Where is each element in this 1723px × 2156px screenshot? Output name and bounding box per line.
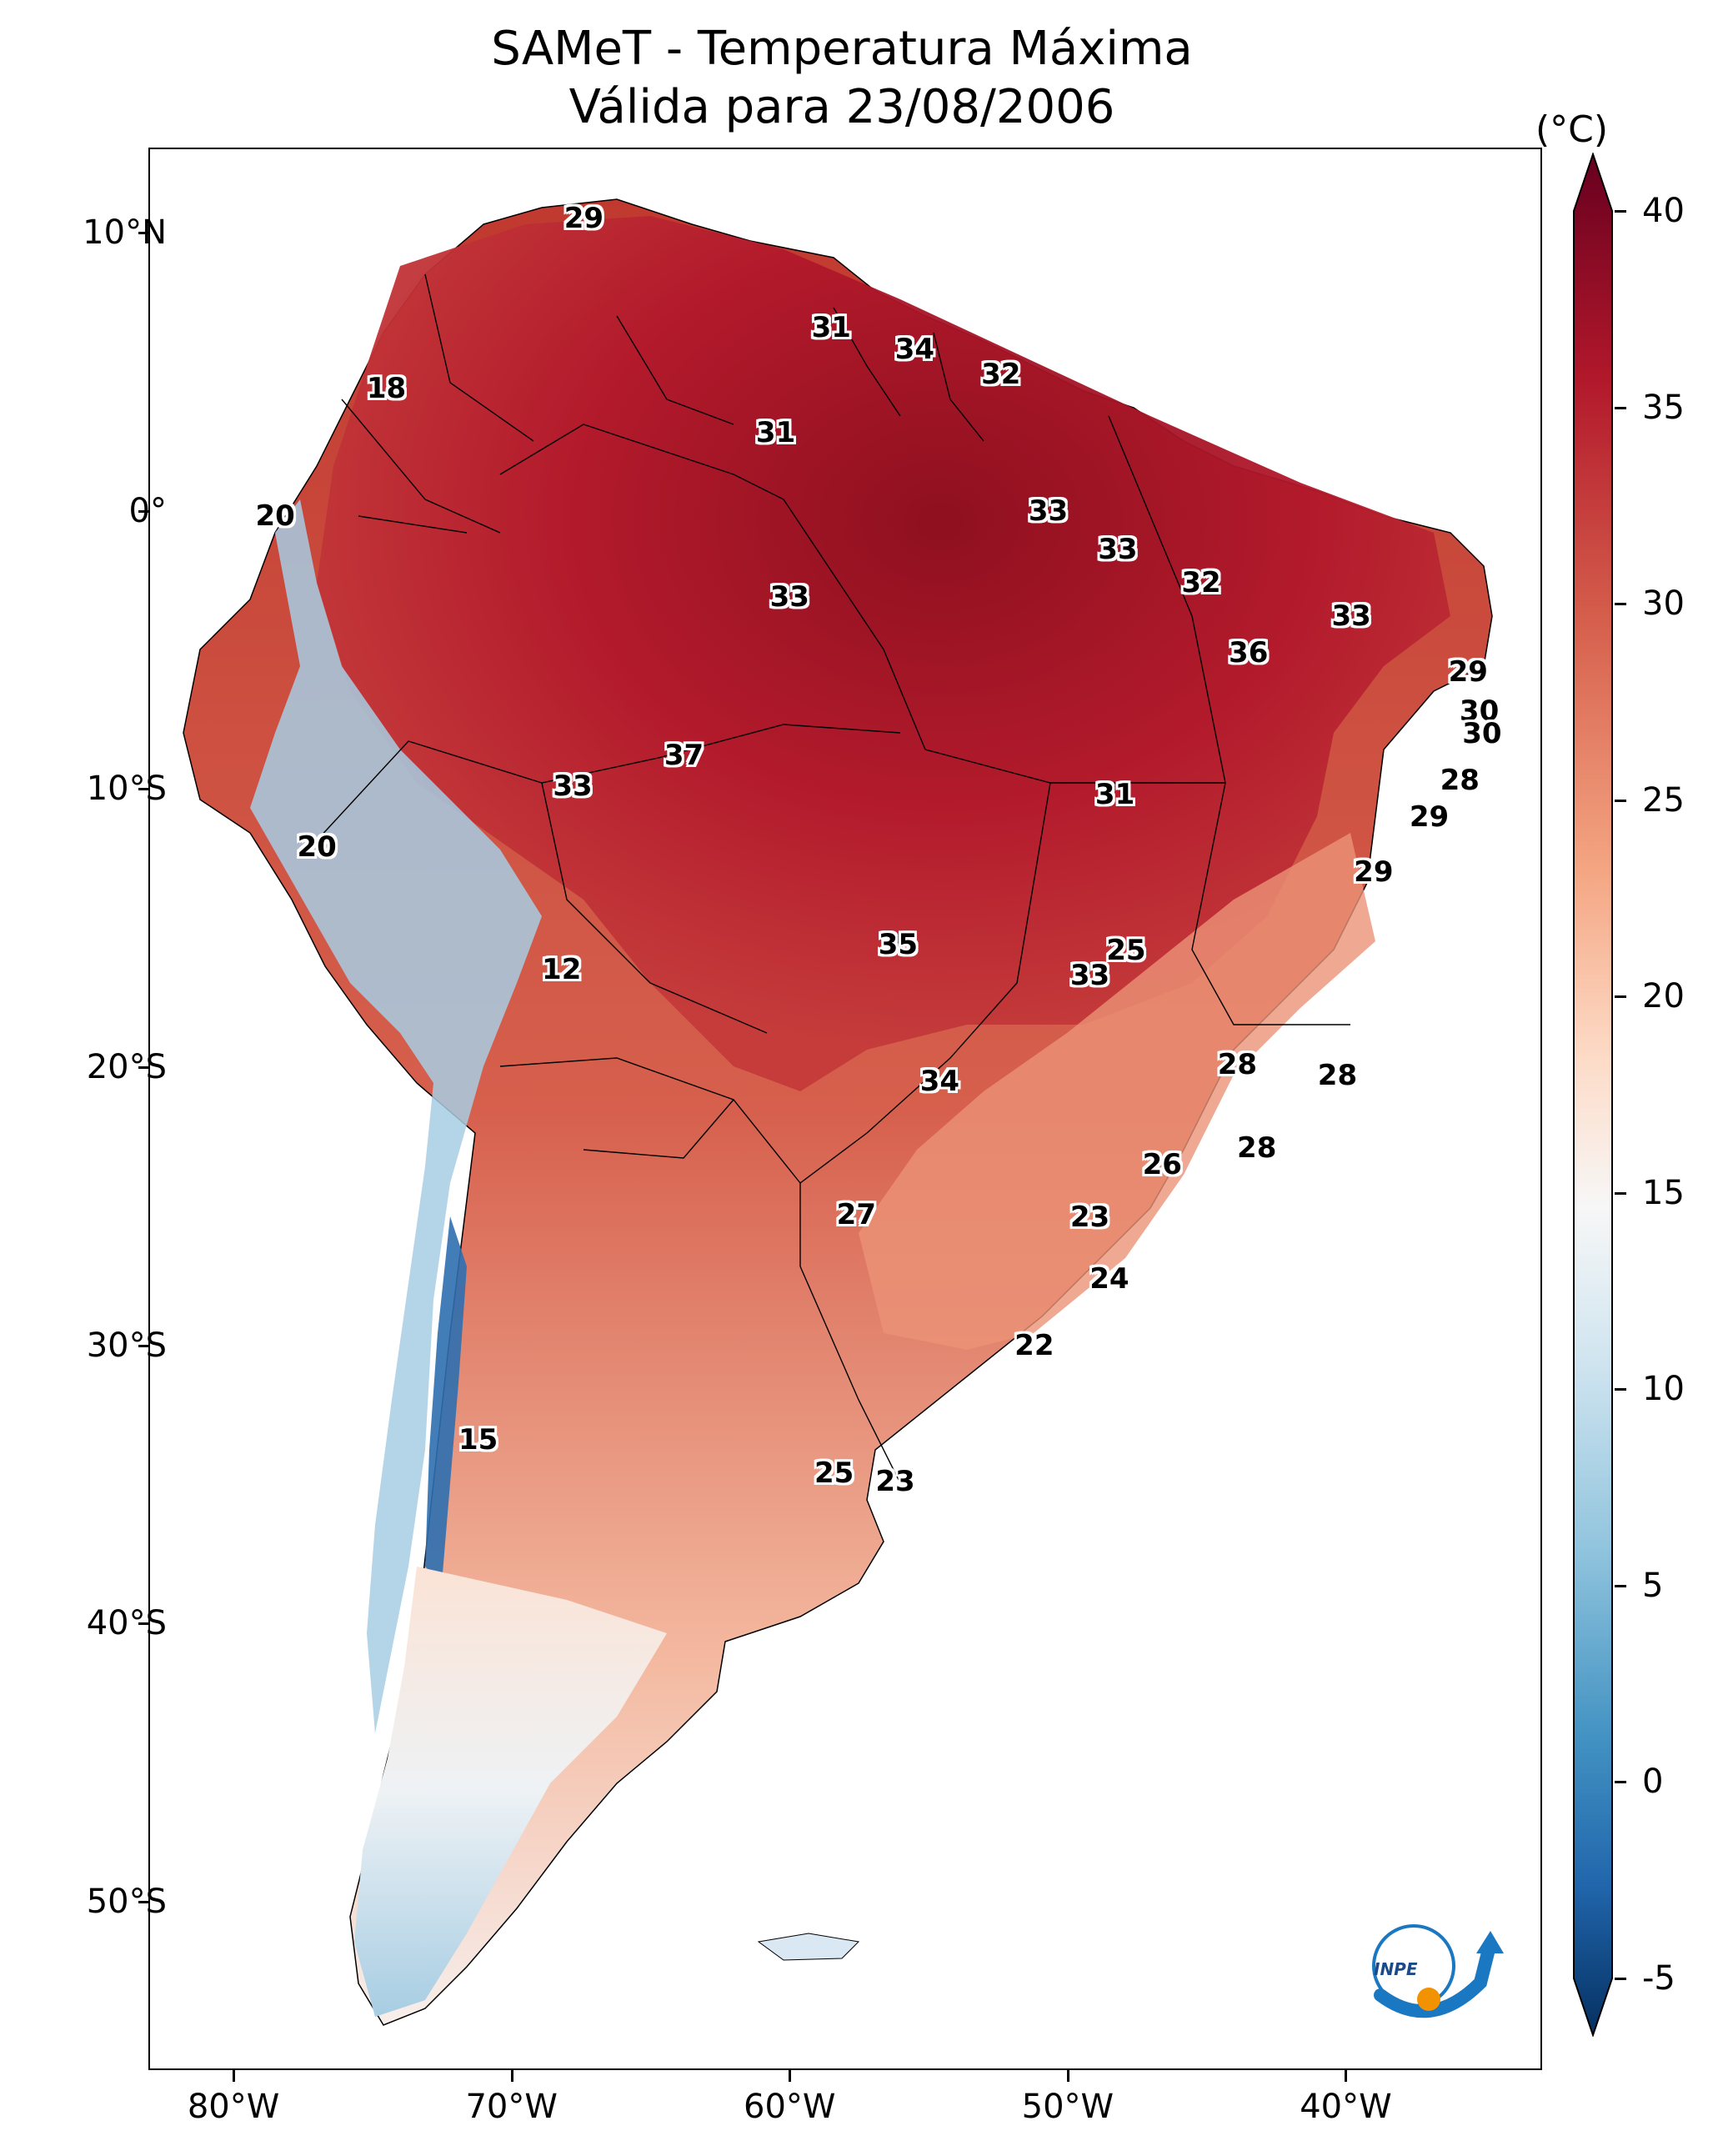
- lat-tick-mark: [138, 1065, 150, 1069]
- lat-tick-mark: [138, 1344, 150, 1347]
- amazon-hot-region: [317, 216, 1450, 1091]
- title-line-2: Válida para 23/08/2006: [568, 80, 1115, 134]
- colorbar-tick-mark: [1615, 406, 1626, 409]
- temperature-value-label: 33: [1098, 533, 1138, 567]
- temperature-value-label: 29: [1354, 855, 1394, 890]
- colorbar-tick-mark: [1615, 210, 1626, 213]
- colorbar-tick-mark: [1615, 1191, 1626, 1195]
- inpe-logo-graphic: [1372, 1924, 1504, 2018]
- colorbar-unit: (°C): [1535, 108, 1609, 151]
- temperature-value-label: 33: [1069, 958, 1110, 992]
- temperature-value-label: 28: [1440, 764, 1480, 798]
- patagonia-region: [354, 1567, 667, 2017]
- temperature-value-label: 30: [1462, 716, 1502, 750]
- lat-tick-mark: [138, 788, 150, 791]
- temperature-value-label: 32: [981, 358, 1021, 392]
- temperature-value-label: 29: [1448, 655, 1488, 689]
- colorbar-tick-mark: [1615, 1388, 1626, 1391]
- temperature-value-label: 35: [878, 928, 919, 962]
- colorbar-tick-label: 40: [1642, 192, 1685, 230]
- temperature-value-label: 33: [553, 769, 593, 803]
- country-borders: [308, 273, 1350, 1484]
- temperature-value-label: 36: [1229, 635, 1269, 669]
- lat-tick-mark: [138, 509, 150, 513]
- temperature-value-label: 28: [1317, 1058, 1358, 1092]
- lon-tick-mark: [510, 2070, 513, 2082]
- temperature-value-label: 33: [769, 580, 809, 614]
- lon-tick-mark: [1066, 2070, 1069, 2082]
- colorbar-tick-mark: [1615, 1978, 1626, 1980]
- title-line-1: SAMeT - Temperatura Máxima: [491, 22, 1193, 76]
- temperature-value-label: 32: [1181, 566, 1221, 600]
- temperature-value-label: 27: [836, 1197, 877, 1231]
- andes-cold-region: [250, 499, 542, 1733]
- temperature-value-label: 15: [458, 1423, 498, 1457]
- temperature-value-label: 30: [1459, 694, 1500, 728]
- temperature-value-label: 18: [366, 371, 407, 405]
- temperature-value-label: 28: [1237, 1131, 1277, 1165]
- temperature-value-label: 22: [1014, 1328, 1054, 1362]
- temperature-value-label: 34: [919, 1064, 960, 1098]
- colorbar-tick-mark: [1615, 1584, 1626, 1587]
- lon-tick-mark: [233, 2070, 236, 2082]
- colorbar-tick-label: 35: [1642, 388, 1685, 427]
- lon-tick-label: 50°W: [1021, 2088, 1114, 2126]
- lat-tick-label: 40°S: [86, 1604, 167, 1643]
- lat-tick-label: 10°N: [83, 213, 167, 253]
- lat-tick-label: 50°S: [86, 1882, 167, 1921]
- temperature-value-label: 31: [755, 416, 796, 450]
- lat-tick-mark: [138, 1900, 150, 1903]
- temperature-value-label: 28: [1217, 1047, 1258, 1081]
- inpe-logo: INPE: [1364, 1916, 1507, 2024]
- lat-tick-mark: [138, 1622, 150, 1626]
- southeast-mild-region: [859, 833, 1375, 1350]
- colorbar-tick-mark: [1615, 1781, 1626, 1784]
- temperature-value-label: 29: [1409, 800, 1450, 834]
- lon-tick-label: 40°W: [1300, 2088, 1392, 2126]
- lon-tick-label: 80°W: [187, 2088, 280, 2126]
- inpe-logo-text: INPE: [1374, 1959, 1418, 1979]
- temperature-value-label: 23: [1069, 1201, 1110, 1235]
- temperature-value-label: 37: [664, 739, 704, 773]
- colorbar-tick-label: 5: [1642, 1566, 1664, 1605]
- lat-tick-label: 20°S: [86, 1047, 167, 1086]
- lon-tick-mark: [789, 2070, 792, 2082]
- colorbar-tick-label: 15: [1642, 1173, 1685, 1212]
- colorbar: [1573, 153, 1613, 2037]
- lat-tick-label: 10°S: [86, 770, 167, 809]
- colorbar-tick-label: 25: [1642, 780, 1685, 820]
- lat-tick-mark: [138, 232, 150, 235]
- lon-tick-label: 60°W: [744, 2088, 836, 2126]
- temperature-value-label: 12: [542, 953, 582, 987]
- lat-tick-label: 30°S: [86, 1326, 167, 1365]
- falkland-islands: [757, 1933, 860, 1961]
- temperature-value-label: 20: [255, 499, 295, 534]
- temperature-value-label: 31: [811, 310, 851, 344]
- andes-deep-cold: [425, 1216, 467, 1583]
- lon-tick-mark: [1345, 2070, 1348, 2082]
- colorbar-tick-label: 10: [1642, 1370, 1685, 1409]
- temperature-value-label: 29: [563, 202, 604, 236]
- map-plot-area: 29 18 31 34 32 31 33 20 33 33 32 33 36 29 30 30 37 33 31 28…: [148, 148, 1542, 2070]
- temperature-value-label: 25: [1106, 933, 1146, 967]
- colorbar-tick-label: -5: [1642, 1959, 1675, 1998]
- temperature-value-label: 33: [1028, 494, 1069, 528]
- colorbar-tick-mark: [1615, 799, 1626, 802]
- colorbar-tick-label: 0: [1642, 1762, 1664, 1802]
- colorbar-tick-mark: [1615, 995, 1626, 999]
- temperature-value-label: 23: [875, 1465, 915, 1499]
- colorbar-tick-mark: [1615, 603, 1626, 606]
- map-svg: [183, 198, 1493, 2026]
- map-title: SAMeT - Temperatura Máxima Válida para 2…: [150, 20, 1534, 137]
- temperature-value-label: 24: [1089, 1261, 1129, 1296]
- temperature-value-label: 26: [1142, 1147, 1182, 1181]
- lon-tick-label: 70°W: [465, 2088, 558, 2126]
- temperature-value-label: 25: [814, 1457, 854, 1491]
- temperature-value-label: 20: [297, 830, 337, 865]
- temperature-value-label: 31: [1094, 778, 1135, 811]
- colorbar-tick-label: 30: [1642, 584, 1685, 624]
- temperature-value-label: 34: [894, 333, 935, 367]
- temperature-value-label: 33: [1331, 599, 1371, 634]
- colorbar-tick-label: 20: [1642, 977, 1685, 1016]
